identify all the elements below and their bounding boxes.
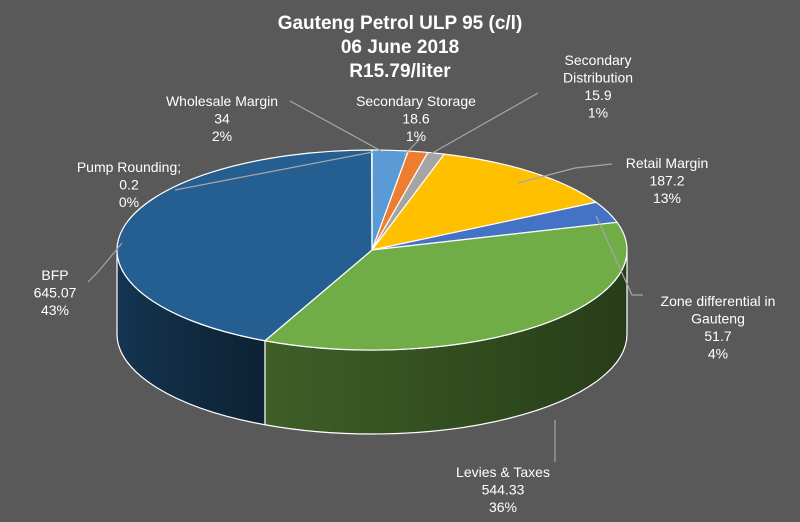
chart-title-line-1: Gauteng Petrol ULP 95 (c/l)	[278, 13, 523, 34]
leader-line-secondary-distribution	[426, 92, 539, 157]
label-name-secondary-storage: Secondary Storage	[356, 93, 476, 109]
label-name-secondary-distribution-2: Distribution	[563, 70, 633, 86]
leader-line-retail-margin	[517, 163, 613, 184]
label-percent-pump-rounding: 0%	[119, 194, 139, 210]
label-name-levies-taxes: Levies & Taxes	[456, 464, 550, 480]
label-leader-lines	[87, 92, 643, 462]
label-value-secondary-distribution: 15.9	[584, 87, 611, 103]
label-name-bfp: BFP	[41, 267, 68, 283]
chart-title-line-3: R15.79/liter	[349, 61, 451, 82]
leader-line-zone-differential-in-gauteng	[595, 215, 643, 296]
label-percent-retail-margin: 13%	[653, 190, 681, 206]
slice-retail-margin	[371, 153, 597, 251]
label-percent-bfp: 43%	[41, 302, 69, 318]
label-value-wholesale-margin: 34	[214, 111, 230, 127]
chart-title-line-2: 06 June 2018	[341, 37, 459, 58]
label-percent-secondary-storage: 1%	[406, 128, 426, 144]
leader-line-wholesale-margin	[289, 100, 384, 153]
label-value-levies-taxes: 544.33	[482, 482, 525, 498]
leader-line-bfp	[87, 242, 123, 283]
label-value-secondary-storage: 18.6	[402, 111, 429, 127]
pie-slices	[116, 149, 628, 351]
leader-line-secondary-storage	[403, 138, 421, 156]
label-name-zone-differential-in-gauteng-2: Gauteng	[691, 311, 745, 327]
label-name-pump-rounding: Pump Rounding;	[77, 159, 181, 175]
label-percent-wholesale-margin: 2%	[212, 128, 232, 144]
leader-line-pump-rounding	[174, 151, 374, 191]
label-percent-levies-taxes: 36%	[489, 499, 517, 515]
label-name-secondary-distribution: Secondary	[565, 52, 632, 68]
label-value-zone-differential-in-gauteng: 51.7	[704, 328, 731, 344]
label-percent-secondary-distribution: 1%	[588, 105, 608, 121]
label-name-wholesale-margin: Wholesale Margin	[166, 93, 278, 109]
label-value-bfp: 645.07	[34, 285, 77, 301]
label-value-pump-rounding: 0.2	[119, 177, 139, 193]
label-value-retail-margin: 187.2	[649, 173, 684, 189]
data-labels: Wholesale Margin 342% Secondary Storage 18.…	[34, 52, 776, 515]
slice-levies-taxes	[264, 221, 628, 351]
label-name-retail-margin: Retail Margin	[626, 155, 708, 171]
label-name-zone-differential-in-gauteng: Zone differential in	[661, 293, 776, 309]
label-percent-zone-differential-in-gauteng: 4%	[708, 346, 728, 362]
slice-bfp	[116, 149, 373, 342]
